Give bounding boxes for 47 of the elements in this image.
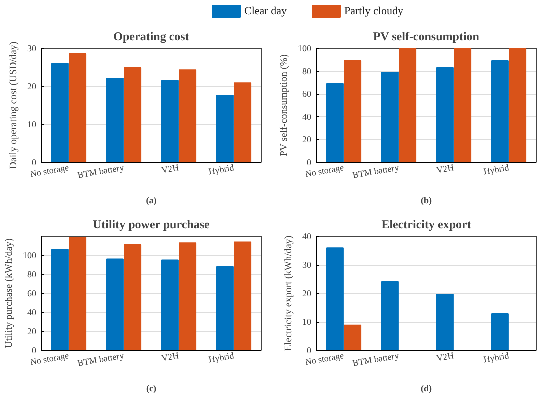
x-tick-label: V2H	[436, 162, 456, 176]
y-tick-label: 60	[28, 288, 37, 298]
legend-label: Clear day	[244, 6, 288, 18]
y-tick-label: 0	[32, 158, 37, 168]
x-tick-label: Hybrid	[208, 162, 236, 177]
x-tick-label: V2H	[436, 350, 456, 364]
x-tick-label: BTM battery	[352, 350, 400, 368]
y-tick-label: 60	[302, 89, 312, 100]
y-tick-label: 20	[302, 134, 312, 145]
text: (a)	[146, 196, 157, 206]
chart-title: PV self-consumption	[373, 30, 480, 44]
y-tick-label: 20	[28, 326, 37, 336]
y-tick-label: 40	[302, 112, 312, 122]
y-tick-label: 40	[302, 232, 312, 242]
text: (b)	[421, 196, 432, 206]
y-tick-label: 10	[28, 120, 37, 130]
y-tick-label: 80	[302, 66, 312, 76]
x-tick-label: Hybrid	[483, 162, 510, 177]
y-tick-label: 100	[23, 250, 37, 260]
chart-title: Electricity export	[382, 218, 472, 232]
x-tick-label: V2H	[160, 350, 180, 364]
y-tick-label: 0	[307, 346, 312, 356]
chart-title: Operating cost	[114, 30, 190, 44]
text: (d)	[421, 384, 432, 394]
y-tick-label: 20	[28, 82, 37, 92]
x-tick-label: BTM battery	[352, 162, 400, 180]
y-tick-label: 30	[28, 44, 37, 54]
x-tick-label: BTM battery	[77, 350, 126, 368]
y-tick-label: 0	[307, 158, 312, 168]
y-axis-title: PV self-consumption (%)	[279, 54, 290, 157]
y-tick-label: 80	[28, 270, 37, 280]
y-tick-label: 30	[302, 260, 312, 270]
y-tick-label: 20	[302, 288, 312, 298]
legend-label: Partly cloudy	[344, 6, 404, 18]
x-tick-label: BTM battery	[77, 162, 126, 180]
y-tick-label: 0	[32, 346, 37, 356]
x-tick-label: V2H	[160, 162, 180, 176]
x-tick-label: Hybrid	[483, 350, 510, 365]
y-tick-label: 100	[298, 44, 312, 54]
y-axis-title: Daily operating cost (USD/day)	[8, 42, 20, 170]
y-tick-label: 40	[28, 308, 37, 318]
y-axis-title: Electricity export (kWh/day)	[284, 236, 294, 352]
y-axis-title: Utility purchase (kWh/day)	[4, 238, 15, 348]
x-tick-label: Hybrid	[208, 350, 236, 365]
y-tick-label: 10	[302, 317, 312, 327]
text: (c)	[146, 384, 157, 394]
chart-title: Utility power purchase	[92, 218, 211, 232]
